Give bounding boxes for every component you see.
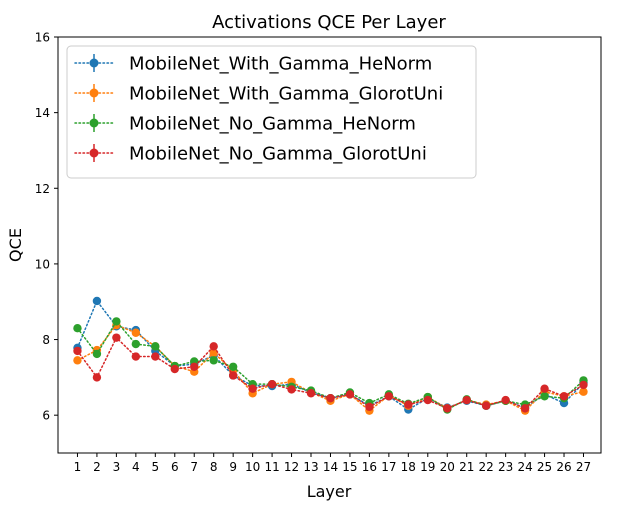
x-tick-label: 24 xyxy=(517,460,532,474)
series-4 xyxy=(73,333,588,413)
y-tick-label: 16 xyxy=(35,31,50,45)
legend-item: MobileNet_With_Gamma_GlorotUni xyxy=(74,84,443,105)
data-point xyxy=(209,342,218,351)
data-point xyxy=(92,349,102,359)
x-tick-label: 2 xyxy=(93,460,101,474)
x-tick-label: 25 xyxy=(537,460,552,474)
x-tick-label: 26 xyxy=(556,460,571,474)
x-axis-label: Layer xyxy=(307,482,352,501)
x-tick-label: 21 xyxy=(459,460,474,474)
x-tick-label: 14 xyxy=(323,460,338,474)
legend-item: MobileNet_No_Gamma_GlorotUni xyxy=(74,144,427,165)
data-point xyxy=(131,352,141,361)
legend-marker xyxy=(89,88,99,98)
data-point xyxy=(579,387,588,396)
data-point xyxy=(190,362,199,371)
data-point xyxy=(73,356,82,365)
legend-label: MobileNet_With_Gamma_GlorotUni xyxy=(129,84,443,105)
x-tick-label: 9 xyxy=(229,460,237,474)
data-point xyxy=(423,395,432,405)
data-point xyxy=(520,404,530,413)
legend-marker xyxy=(89,58,99,68)
data-point xyxy=(112,333,121,342)
legend: MobileNet_With_Gamma_HeNorm MobileNet_Wit… xyxy=(66,45,477,179)
x-tick-label: 22 xyxy=(479,460,494,474)
data-point xyxy=(365,402,374,412)
data-point xyxy=(540,384,549,393)
data-point xyxy=(345,390,355,399)
y-axis-label: QCE xyxy=(6,228,25,262)
data-point xyxy=(287,385,296,394)
data-point xyxy=(540,392,549,401)
data-point xyxy=(73,346,82,356)
data-point xyxy=(443,404,452,413)
data-point xyxy=(501,395,510,405)
chart-title: Activations QCE Per Layer xyxy=(212,12,446,33)
legend-label: MobileNet_With_Gamma_HeNorm xyxy=(129,54,432,75)
x-tick-label: 23 xyxy=(498,460,513,474)
data-point xyxy=(267,379,277,389)
data-point xyxy=(131,328,141,337)
data-point xyxy=(228,371,238,380)
x-tick-label: 11 xyxy=(264,460,279,474)
data-point xyxy=(151,342,160,351)
legend-item: MobileNet_With_Gamma_HeNorm xyxy=(74,54,432,75)
data-point xyxy=(209,356,218,365)
legend-marker xyxy=(89,148,99,158)
data-point xyxy=(462,395,471,405)
legend-label: MobileNet_No_Gamma_HeNorm xyxy=(129,114,416,135)
data-point xyxy=(579,380,588,390)
y-tick-label: 8 xyxy=(42,333,50,347)
x-tick-label: 20 xyxy=(440,460,455,474)
data-point xyxy=(481,401,491,410)
legend-item: MobileNet_No_Gamma_HeNorm xyxy=(74,114,416,135)
data-point xyxy=(170,364,179,374)
x-tick-label: 10 xyxy=(245,460,260,474)
legend-label: MobileNet_No_Gamma_GlorotUni xyxy=(129,144,427,165)
x-tick-label: 5 xyxy=(151,460,159,474)
data-point xyxy=(248,384,257,393)
y-tick-label: 14 xyxy=(35,106,50,120)
data-point xyxy=(326,393,335,403)
data-point xyxy=(92,373,102,382)
data-point xyxy=(151,352,160,361)
x-tick-label: 17 xyxy=(381,460,396,474)
x-tick-label: 15 xyxy=(342,460,357,474)
x-tick-label: 1 xyxy=(74,460,82,474)
data-point xyxy=(92,296,102,306)
y-axis: 6 8 10 12 14 16 xyxy=(35,31,58,423)
data-point xyxy=(404,400,413,409)
plot-area: 1 2 3 4 5 6 7 8 9 10 11 12 13 14 15 16 17 18 19 20 21 22 23 24 2… xyxy=(35,31,602,474)
data-point xyxy=(73,324,82,333)
x-tick-label: 19 xyxy=(420,460,435,474)
data-point xyxy=(384,392,394,401)
x-tick-label: 4 xyxy=(132,460,140,474)
x-tick-label: 27 xyxy=(576,460,591,474)
y-tick-label: 12 xyxy=(35,182,50,196)
data-point xyxy=(559,392,569,401)
data-point xyxy=(209,348,218,357)
data-point xyxy=(228,362,238,371)
x-tick-label: 6 xyxy=(171,460,179,474)
x-tick-label: 18 xyxy=(401,460,416,474)
y-tick-label: 10 xyxy=(35,257,50,271)
x-tick-label: 16 xyxy=(362,460,377,474)
x-tick-label: 12 xyxy=(284,460,299,474)
legend-marker xyxy=(89,118,99,128)
y-tick-label: 6 xyxy=(42,409,50,423)
x-tick-label: 8 xyxy=(210,460,218,474)
legend-box xyxy=(66,45,477,179)
x-tick-label: 13 xyxy=(303,460,318,474)
x-axis: 1 2 3 4 5 6 7 8 9 10 11 12 13 14 15 16 17 18 19 20 21 22 23 24 2… xyxy=(74,453,591,474)
x-tick-label: 3 xyxy=(113,460,121,474)
data-point xyxy=(306,389,316,398)
axes-frame xyxy=(57,36,602,454)
data-point xyxy=(112,317,121,326)
x-tick-label: 7 xyxy=(190,460,198,474)
data-point xyxy=(131,339,141,349)
